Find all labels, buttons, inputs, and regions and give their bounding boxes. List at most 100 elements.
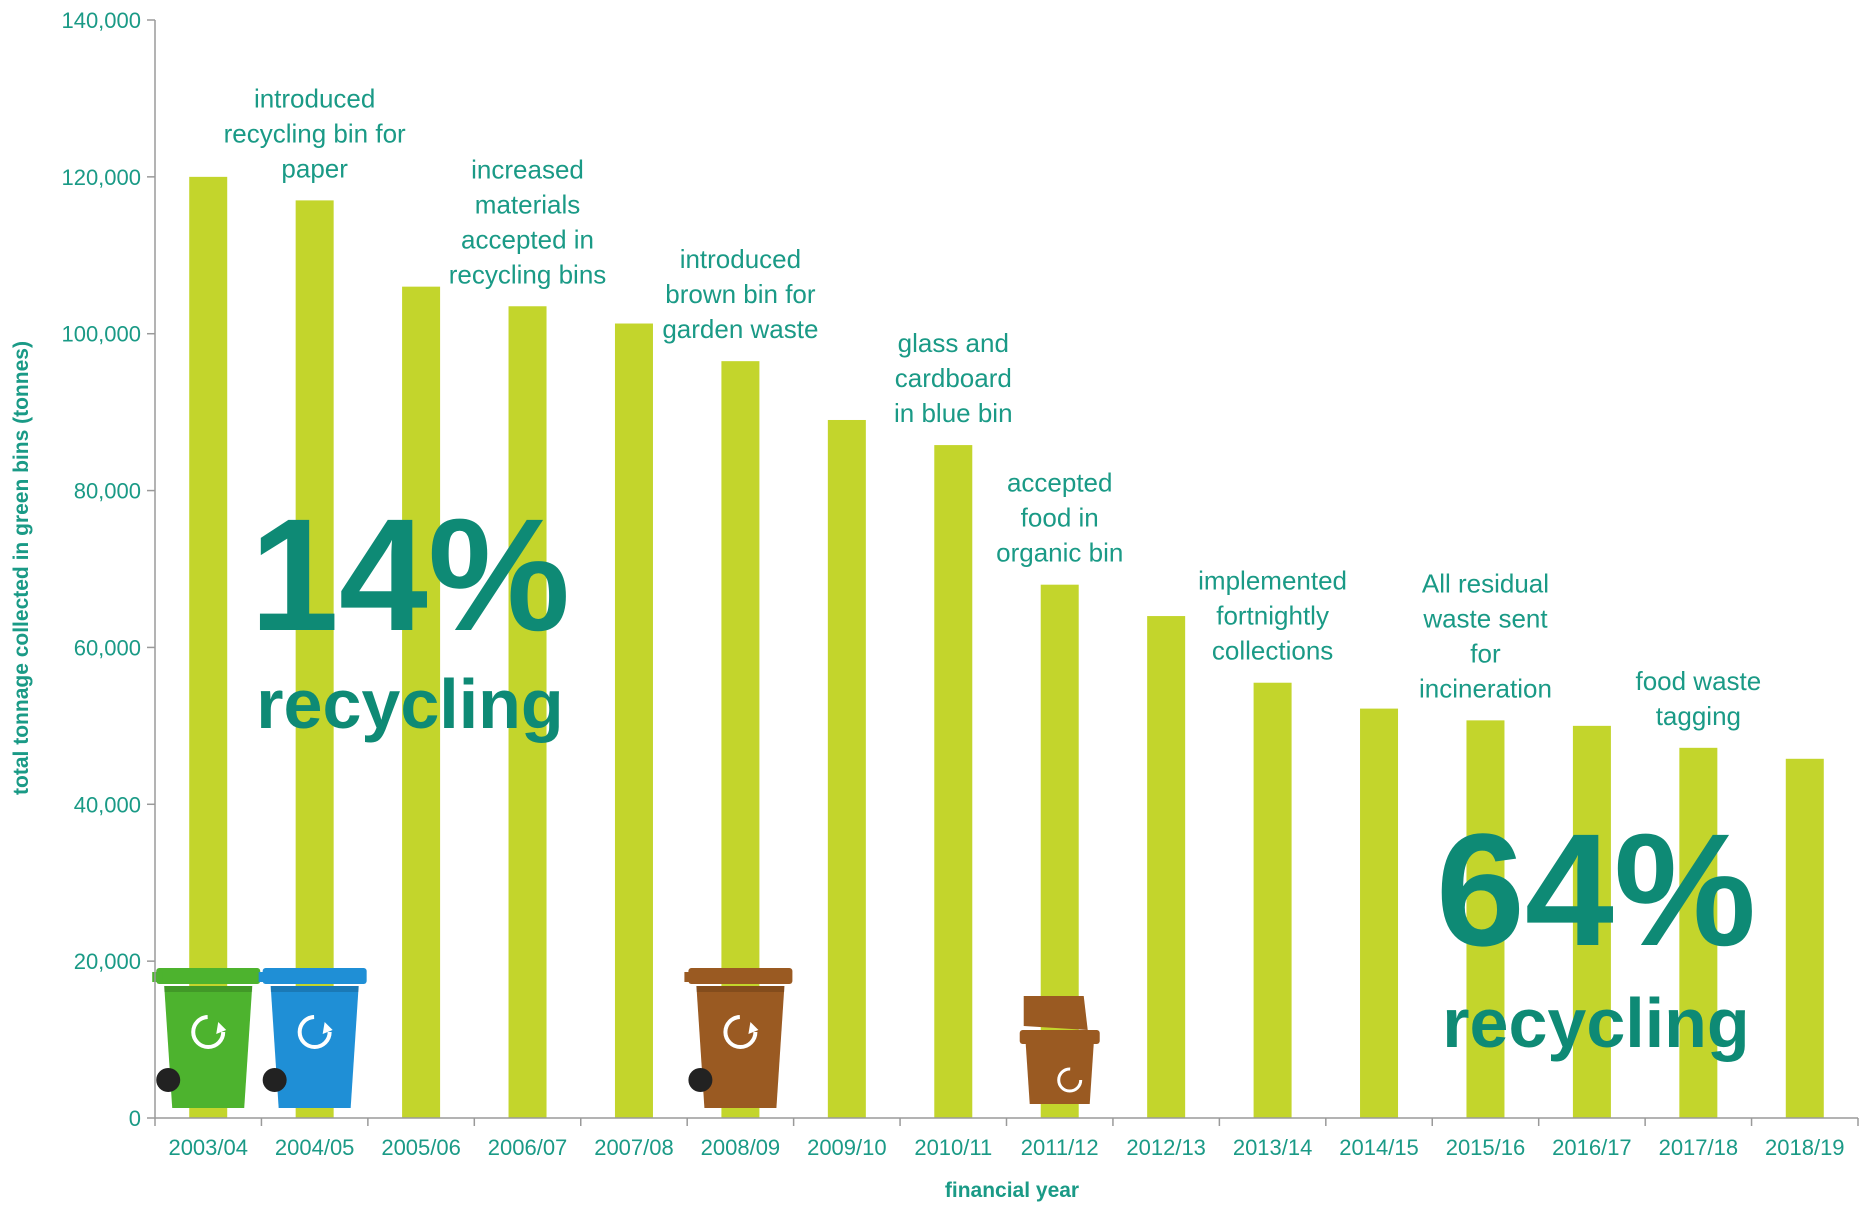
bars-group xyxy=(189,176,1824,1119)
bin-rim-shadow xyxy=(270,986,359,992)
bin-lid xyxy=(262,968,367,984)
x-tick-label: 2009/10 xyxy=(807,1135,887,1160)
annotation-2015-16: All residual waste sent for incineration xyxy=(1419,568,1552,703)
recycle-arrow xyxy=(748,1022,759,1034)
bar-2007-08 xyxy=(614,323,653,1119)
y-tick-label: 120,000 xyxy=(61,165,141,190)
bar-2016-17 xyxy=(1572,725,1611,1118)
annotation-2004-05: introduced recycling bin for paper xyxy=(224,83,406,183)
bin-lid xyxy=(156,968,261,984)
annotation-line: brown bin for xyxy=(665,279,816,309)
green-bin-icon xyxy=(152,968,261,1108)
callout-percent-start: 14% xyxy=(250,485,570,664)
recycle-icon xyxy=(723,1015,758,1049)
annotation-2013-14: implemented fortnightly collections xyxy=(1198,566,1347,666)
annotation-line: food waste xyxy=(1635,666,1761,696)
bin-handle xyxy=(152,972,163,982)
callout-percent-end: 64% xyxy=(1436,800,1756,979)
bar-2010-11 xyxy=(934,445,973,1118)
recycle-icon xyxy=(191,1015,226,1049)
bin-rim-shadow xyxy=(164,986,253,992)
x-axis-title: financial year xyxy=(945,1179,1079,1202)
annotation-2006-07: increased materials accepted in recycling b… xyxy=(449,154,607,289)
caddy-lid xyxy=(1023,996,1088,1030)
recycle-arrow xyxy=(216,1022,227,1034)
x-tick-label: 2011/12 xyxy=(1021,1135,1099,1160)
caddy-rim xyxy=(1019,1030,1100,1044)
bar-2005-06 xyxy=(402,286,441,1119)
y-tick-label: 100,000 xyxy=(61,322,141,347)
bin-wheel xyxy=(688,1068,713,1092)
bin-handle xyxy=(258,972,269,982)
y-tick-label: 60,000 xyxy=(74,635,141,660)
recycle-icon xyxy=(297,1015,332,1049)
x-tick-label: 2017/18 xyxy=(1659,1135,1739,1160)
annotations-group: introduced recycling bin for paper increase… xyxy=(224,83,1762,730)
annotation-line: recycling bins xyxy=(449,259,607,289)
annotation-line: in blue bin xyxy=(894,398,1013,428)
x-tick-label: 2005/06 xyxy=(381,1135,461,1160)
annotation-line: garden waste xyxy=(662,314,818,344)
bin-handle xyxy=(684,972,695,982)
annotation-line: accepted xyxy=(1007,468,1113,498)
brown-bin-icon xyxy=(684,968,793,1108)
recycle-icon xyxy=(1057,1067,1083,1093)
annotation-line: introduced xyxy=(254,83,375,113)
x-tick-label: 2007/08 xyxy=(594,1135,674,1160)
bar-2017-18 xyxy=(1679,747,1718,1118)
bar-2003-04 xyxy=(189,176,228,1118)
bar-2012-13 xyxy=(1147,616,1186,1118)
annotation-line: paper xyxy=(281,153,348,183)
bar-2013-14 xyxy=(1253,682,1292,1118)
x-tick-label: 2008/09 xyxy=(701,1135,781,1160)
annotation-line: glass and xyxy=(898,328,1009,358)
x-tick-label: 2013/14 xyxy=(1233,1135,1313,1160)
axes-group: 0 20,000 40,000 60,000 80,000 100,000 120,000 1… xyxy=(61,8,1859,1160)
callout-word-start: recycling xyxy=(256,665,563,743)
bar-2011-12 xyxy=(1040,584,1079,1118)
annotation-2008-09: introduced brown bin for garden waste xyxy=(662,244,818,344)
y-tick-label: 80,000 xyxy=(74,479,141,504)
x-tick-label: 2016/17 xyxy=(1552,1135,1632,1160)
recycle-arrow xyxy=(322,1022,333,1034)
annotation-line: implemented xyxy=(1198,566,1347,596)
annotation-2017-18: food waste tagging xyxy=(1635,666,1761,731)
annotation-line: All residual xyxy=(1422,568,1549,598)
annotation-line: collections xyxy=(1212,636,1333,666)
icons-group xyxy=(152,968,1100,1108)
bin-lid xyxy=(688,968,793,984)
x-tick-label: 2006/07 xyxy=(488,1135,568,1160)
y-tick-label: 20,000 xyxy=(74,949,141,974)
x-tick-label: 2010/11 xyxy=(914,1135,992,1160)
y-axis-title: total tonnage collected in green bins (t… xyxy=(10,341,33,795)
food-caddy-icon xyxy=(1019,996,1100,1104)
annotation-line: fortnightly xyxy=(1216,601,1329,631)
annotation-line: incineration xyxy=(1419,673,1552,703)
y-tick-label: 140,000 xyxy=(61,8,141,33)
x-tick-label: 2018/19 xyxy=(1765,1135,1845,1160)
annotation-2011-12: accepted food in organic bin xyxy=(996,468,1123,568)
bin-rim-shadow xyxy=(696,986,785,992)
annotation-line: for xyxy=(1470,638,1501,668)
bar-2009-10 xyxy=(827,419,866,1118)
y-tick-label: 0 xyxy=(129,1106,141,1131)
annotation-2010-11: glass and cardboard in blue bin xyxy=(894,328,1013,428)
bin-wheel xyxy=(156,1068,181,1092)
bar-2018-19 xyxy=(1785,758,1824,1118)
bin-wheel xyxy=(262,1068,287,1092)
bar-2014-15 xyxy=(1360,708,1399,1118)
annotation-line: waste sent xyxy=(1422,603,1548,633)
x-tick-label: 2014/15 xyxy=(1339,1135,1419,1160)
x-tick-label: 2004/05 xyxy=(275,1135,355,1160)
annotation-line: cardboard xyxy=(895,363,1012,393)
bar-2015-16 xyxy=(1466,720,1505,1118)
x-tick-label: 2015/16 xyxy=(1446,1135,1526,1160)
y-tick-label: 40,000 xyxy=(74,792,141,817)
annotation-line: recycling bin for xyxy=(224,118,406,148)
annotation-line: increased xyxy=(471,154,584,184)
x-tick-label: 2012/13 xyxy=(1126,1135,1206,1160)
annotation-line: introduced xyxy=(680,244,801,274)
annotation-line: accepted in xyxy=(461,224,594,254)
